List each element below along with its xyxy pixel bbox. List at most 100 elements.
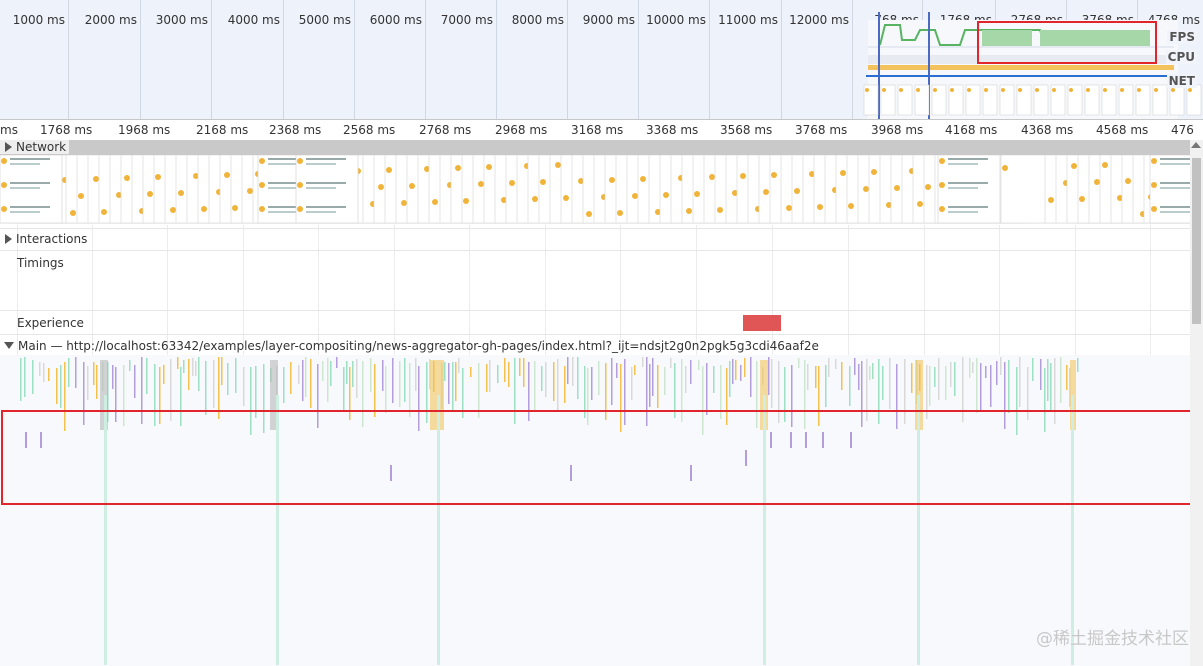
card-text-line [10,163,40,165]
flame-slice [322,361,324,381]
flame-slice [188,359,190,390]
screenshot-avatar [78,193,84,199]
scrollbar-thumb[interactable] [1192,158,1201,324]
flame-slice [1000,357,1002,375]
screenshot-avatar [532,196,538,202]
screenshot-avatar [740,173,746,179]
overview-screenshot-thumb [863,84,879,116]
overview-screenshot-dot [1086,88,1090,92]
flame-slice [818,366,820,426]
flame-slice [356,359,358,398]
overview-chart[interactable] [0,0,1203,120]
composite-slice [276,395,279,665]
flame-slice [882,366,884,400]
card-text-line [268,211,298,213]
screenshot-avatar [170,207,176,213]
card-avatar [1151,206,1157,212]
main-ruler-tick-label: ms [0,123,18,137]
flame-slice [343,367,345,410]
flame-slice [514,358,516,424]
screenshot-avatar [686,208,692,214]
card-avatar [259,158,265,164]
flame-slice [486,364,488,392]
composite-slice [104,395,107,665]
screenshot-avatar [232,205,238,211]
expand-arrow-icon[interactable] [5,234,12,244]
flame-slice [771,359,773,408]
network-track-toggle[interactable]: Network [0,140,70,154]
overview-screenshot-thumb [1033,84,1049,116]
flame-slice [305,357,307,397]
card-text-line [10,187,40,189]
screenshot-avatar [1125,178,1131,184]
screenshot-avatar [763,189,769,195]
flame-slice [572,357,574,386]
flame-slice [798,358,800,368]
flame-slice [740,365,742,381]
cpu-track-label: CPU [1165,50,1197,64]
flame-slice [523,358,525,387]
screenshot-avatar [817,204,823,210]
flame-slice [904,359,906,424]
net-track-label: NET [1166,74,1197,88]
flame-slice [557,359,559,410]
composite-slice [437,395,440,665]
flame-slice [298,365,300,384]
flame-slice [352,361,354,387]
flame-slice [854,358,856,375]
overview-screenshot-thumb [1016,84,1032,116]
flame-slice [134,365,136,398]
timeline-overview[interactable]: 1000 ms 2000 ms 3000 ms 4000 ms 5000 ms 6000 … [0,0,1203,120]
fps-track-label: FPS [1167,30,1197,44]
layout-slice [390,465,392,481]
flame-slice [452,362,454,411]
flame-slice [374,364,376,417]
flame-slice [385,366,387,413]
flame-slice [1040,359,1042,390]
screenshot-avatar [1071,163,1077,169]
flame-slice [1050,363,1052,412]
card-text-line [268,206,308,208]
flame-slice [221,357,223,385]
flame-slice [205,361,207,415]
main-thread-track-toggle[interactable]: Main — http://localhost:63342/examples/l… [0,339,819,353]
card-avatar [939,158,945,164]
flame-slice [702,366,704,435]
flame-slice [317,364,319,428]
screenshots-filmstrip[interactable] [0,155,1190,225]
screenshot-avatar [863,186,869,192]
flame-slice [828,358,830,377]
overview-tick [496,0,497,120]
card-text-line [306,206,346,208]
interactions-track-toggle[interactable]: Interactions [0,232,87,246]
overview-tick-label: 8000 ms [511,13,564,27]
main-flame-chart[interactable] [0,355,1190,666]
fps-fill [982,30,1032,46]
screenshot-avatar [247,188,253,194]
card-text-line [306,158,346,160]
flame-slice [841,362,843,390]
main-ruler-tick-label: 3368 ms [646,123,699,137]
overview-tick-label: 6000 ms [369,13,422,27]
overview-screenshot-thumb [999,84,1015,116]
flame-slice [263,364,265,433]
flame-slice [929,366,931,406]
flame-slice [564,366,566,403]
collapse-arrow-icon[interactable] [4,342,14,349]
screenshot-avatar [786,205,792,211]
flame-slice [399,361,401,407]
layout-shift-block[interactable] [743,315,781,331]
scroll-up-icon[interactable] [1191,142,1201,148]
network-track-header[interactable]: Network [0,140,1190,155]
interactions-track-label: Interactions [16,232,88,246]
flame-slice [744,358,746,377]
overview-tick-label: 12000 ms [789,13,849,27]
overview-tick [638,0,639,120]
flame-slice [83,362,85,425]
flame-slice [470,367,472,377]
separator [0,228,1190,229]
flame-slice [889,358,891,409]
screenshot-avatar [640,176,646,182]
expand-arrow-icon[interactable] [5,142,12,152]
card-avatar [259,206,265,212]
